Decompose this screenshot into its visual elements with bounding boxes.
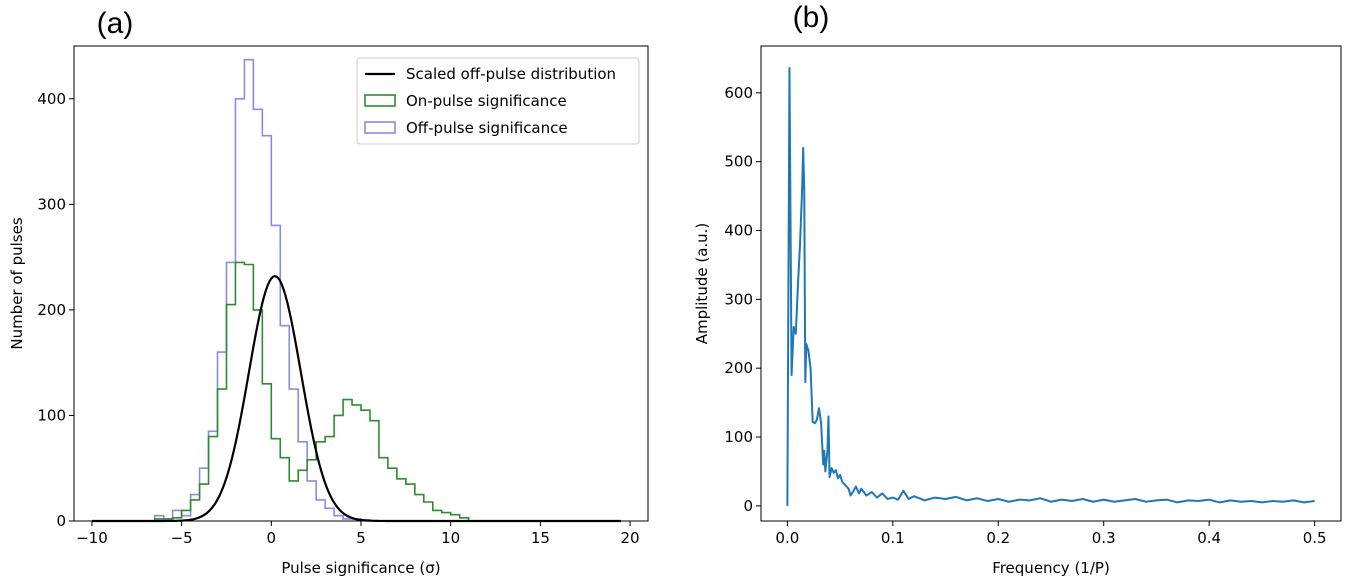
y-tick-label-b: 400 (724, 221, 753, 239)
off-pulse-histogram (153, 58, 371, 521)
y-tick-label-a: 200 (37, 301, 66, 319)
x-tick-label-b: 0.1 (881, 529, 905, 547)
legend-swatch-1 (364, 94, 396, 107)
x-tick-label-b: 0.0 (775, 529, 799, 547)
legend-swatch-2 (364, 121, 396, 134)
plot-frame-a (73, 45, 649, 522)
x-tick-label-b: 0.2 (986, 529, 1010, 547)
x-tick-label-a: −5 (171, 529, 193, 547)
legend-box (356, 57, 640, 145)
legend-label-2: Off-pulse significance (406, 119, 568, 137)
x-tick-label-a: 20 (621, 529, 640, 547)
y-tick-label-b: 300 (724, 290, 753, 308)
y-tick-label-a: 300 (37, 195, 66, 213)
plot-frame-b (760, 45, 1342, 522)
x-tick-label-a: 0 (267, 529, 277, 547)
x-axis-label-b: Frequency (1/P) (992, 559, 1110, 577)
panel-label-b: (b) (793, 1, 830, 34)
y-tick-label-b: 0 (743, 497, 753, 515)
y-tick-label-a: 0 (56, 512, 66, 530)
y-tick-label-a: 100 (37, 406, 66, 424)
amplitude-spectrum-line (786, 67, 1315, 506)
y-tick-label-b: 500 (724, 153, 753, 171)
y-tick-label-b: 100 (724, 428, 753, 446)
x-tick-label-a: 15 (531, 529, 550, 547)
y-tick-label-a: 400 (37, 90, 66, 108)
x-axis-label-a: Pulse significance (σ) (281, 559, 440, 577)
y-axis-label-a: Number of pulses (8, 217, 26, 349)
x-tick-label-b: 0.5 (1303, 529, 1327, 547)
y-axis-label-b: Amplitude (a.u.) (693, 223, 711, 345)
y-tick-label-b: 600 (724, 84, 753, 102)
x-tick-label-a: −10 (76, 529, 108, 547)
panel-label-a: (a) (97, 7, 134, 40)
scaled-off-pulse-curve (91, 274, 622, 523)
legend-label-1: On-pulse significance (406, 92, 567, 110)
on-pulse-histogram (153, 261, 470, 521)
y-tick-label-b: 200 (724, 359, 753, 377)
x-tick-label-b: 0.3 (1092, 529, 1116, 547)
x-tick-label-a: 5 (356, 529, 366, 547)
x-tick-label-b: 0.4 (1197, 529, 1221, 547)
x-tick-label-a: 10 (441, 529, 460, 547)
legend-label-0: Scaled off-pulse distribution (406, 65, 616, 83)
